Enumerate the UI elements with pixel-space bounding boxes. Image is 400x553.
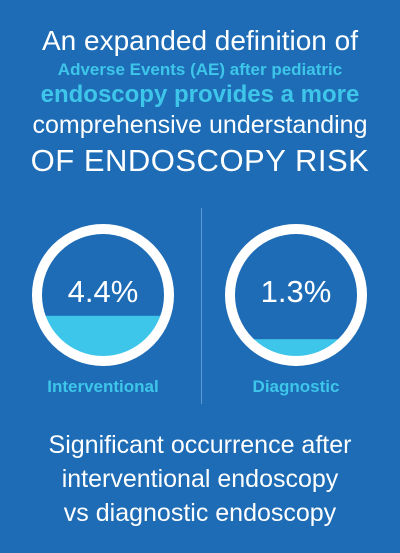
gauge-diagnostic: 1.3% [225,224,367,366]
center-divider [201,208,202,404]
headline-line-5: OF ENDOSCOPY RISK [30,143,370,178]
footer-text: Significant occurrence after interventio… [0,428,400,530]
headline-line-4: comprehensive understanding [32,111,368,139]
headline-line-2: Adverse Events (AE) after pediatric [57,60,343,79]
gauge-diagnostic-ring [225,224,367,366]
label-diagnostic: Diagnostic [252,377,340,396]
gauge-interventional: 4.4% [32,224,174,366]
label-interventional: Interventional [47,377,159,396]
footer-line-1: Significant occurrence after [48,431,352,459]
gauge-diagnostic-background [230,229,362,361]
footer-line-3: vs diagnostic endoscopy [63,499,337,527]
headline-line-3: endoscopy provides a more [40,81,360,108]
gauge-interventional-value: 4.4% [68,274,139,309]
headline-line-1: An expanded definition of [41,25,359,56]
headline: An expanded definition of Adverse Events… [0,24,400,181]
gauge-interventional-ring [32,224,174,366]
gauge-diagnostic-value: 1.3% [261,274,332,309]
footer-line-2: interventional endoscopy [61,465,339,493]
